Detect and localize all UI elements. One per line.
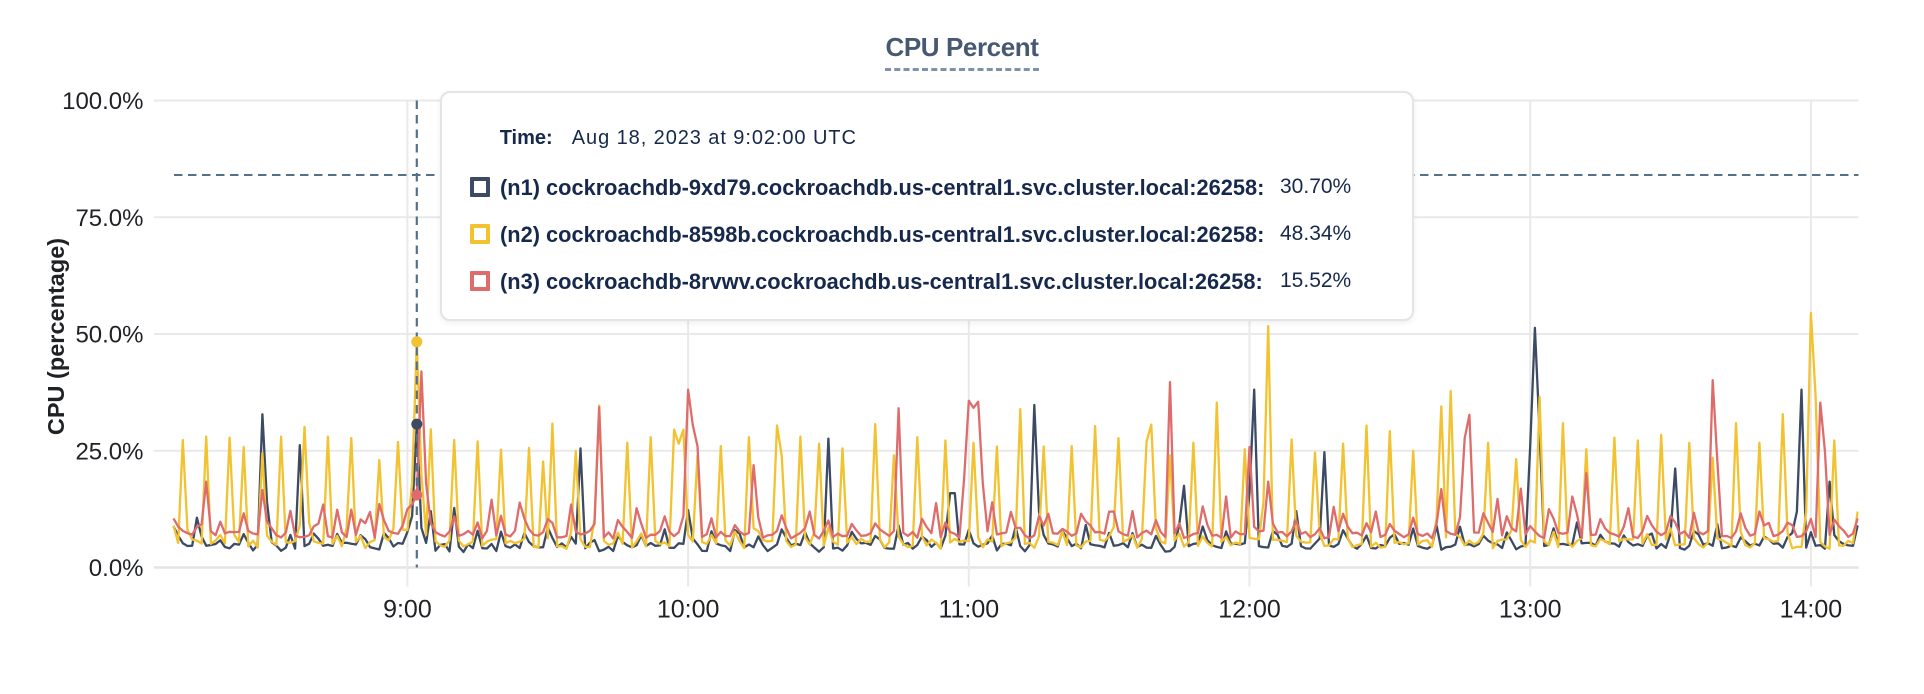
svg-text:0.0%: 0.0% xyxy=(89,555,144,582)
svg-text:11:00: 11:00 xyxy=(938,595,999,623)
svg-text:50.0%: 50.0% xyxy=(75,322,143,349)
svg-text:25.0%: 25.0% xyxy=(75,438,143,465)
svg-text:75.0%: 75.0% xyxy=(75,205,143,232)
svg-text:CPU (percentage): CPU (percentage) xyxy=(43,238,69,435)
svg-text:100.0%: 100.0% xyxy=(62,88,143,115)
svg-text:9:00: 9:00 xyxy=(383,595,432,623)
svg-text:13:00: 13:00 xyxy=(1499,595,1562,623)
svg-text:12:00: 12:00 xyxy=(1218,595,1281,623)
svg-text:14:00: 14:00 xyxy=(1780,595,1843,623)
svg-text:10:00: 10:00 xyxy=(657,595,720,623)
